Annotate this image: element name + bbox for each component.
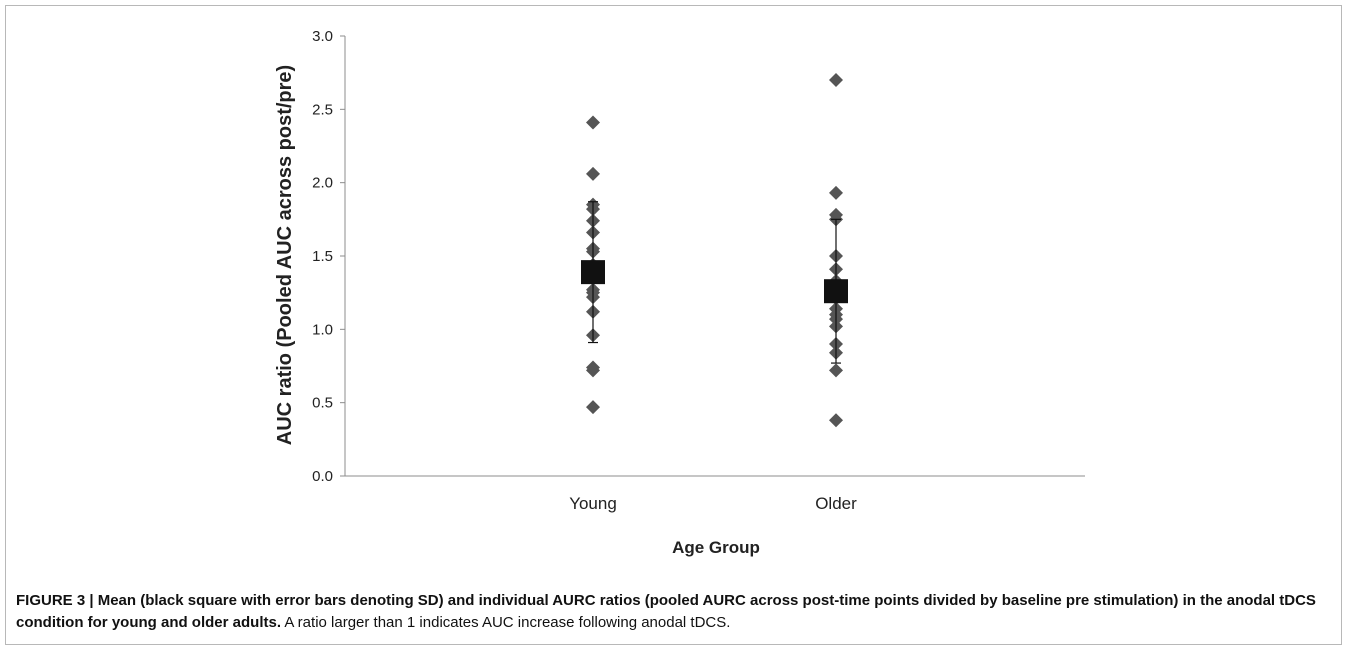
x-tick-label: Older xyxy=(815,494,857,513)
data-point xyxy=(829,185,843,200)
caption-normal: A ratio larger than 1 indicates AUC incr… xyxy=(281,614,731,631)
y-tick-label: 3.0 xyxy=(312,28,333,45)
chart: 0.0 0.5 1.0 1.5 2.0 2.5 3.0 Young Older Age Grou… xyxy=(274,28,1085,557)
y-tick-label: 1.5 xyxy=(312,248,333,265)
y-tick-label: 1.0 xyxy=(312,321,333,338)
y-tick-label: 2.0 xyxy=(312,175,333,192)
data-point xyxy=(586,115,600,130)
data-point xyxy=(586,166,600,181)
x-axis-title: Age Group xyxy=(672,538,760,557)
y-tick-label: 0.5 xyxy=(312,395,333,412)
y-tick-label: 0.0 xyxy=(312,468,333,485)
y-tick-label: 2.5 xyxy=(312,101,333,118)
y-axis-title: AUC ratio (Pooled AUC across post/pre) xyxy=(274,65,296,445)
data-point xyxy=(586,363,600,378)
figure-caption: FIGURE 3 | Mean (black square with error… xyxy=(16,590,1326,634)
caption-bold: FIGURE 3 | Mean (black square with error… xyxy=(16,592,1316,631)
data-point xyxy=(829,73,843,87)
mean-marker xyxy=(824,279,848,304)
data-point xyxy=(829,413,843,428)
data-point xyxy=(586,400,600,415)
mean-marker xyxy=(581,260,605,285)
data-point xyxy=(829,363,843,378)
x-tick-label: Young xyxy=(569,494,617,513)
figure-frame xyxy=(5,5,1342,645)
